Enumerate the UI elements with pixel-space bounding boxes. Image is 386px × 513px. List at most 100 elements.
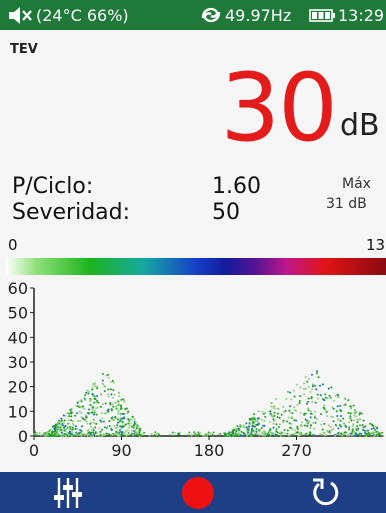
data-point bbox=[94, 426, 97, 429]
data-point bbox=[277, 407, 280, 410]
settings-sliders-button[interactable] bbox=[38, 472, 98, 513]
data-point bbox=[69, 427, 72, 430]
data-point bbox=[332, 407, 335, 410]
data-point bbox=[89, 400, 92, 403]
data-point bbox=[339, 415, 342, 418]
data-point bbox=[48, 429, 51, 432]
data-point bbox=[353, 412, 356, 415]
data-point bbox=[362, 419, 365, 422]
data-point bbox=[340, 409, 343, 412]
data-point bbox=[70, 411, 73, 414]
x-tick-label: 90 bbox=[111, 441, 131, 460]
data-point bbox=[117, 412, 120, 415]
data-point bbox=[110, 393, 113, 396]
data-point bbox=[118, 395, 121, 398]
data-point bbox=[93, 397, 96, 400]
data-point bbox=[328, 394, 331, 397]
data-point bbox=[129, 422, 132, 425]
data-point bbox=[314, 421, 317, 424]
data-point bbox=[312, 422, 315, 425]
data-point bbox=[279, 434, 282, 437]
data-point bbox=[91, 393, 94, 396]
data-point bbox=[289, 411, 292, 414]
data-point bbox=[272, 426, 275, 429]
data-point bbox=[120, 419, 123, 422]
data-point bbox=[307, 409, 310, 412]
data-point bbox=[356, 419, 359, 422]
data-point bbox=[197, 433, 200, 436]
data-point bbox=[252, 420, 255, 423]
data-point bbox=[304, 432, 307, 435]
data-point bbox=[239, 425, 242, 428]
data-point bbox=[128, 419, 131, 422]
data-point bbox=[247, 428, 250, 431]
data-point bbox=[194, 431, 197, 434]
data-point bbox=[264, 411, 267, 414]
data-point bbox=[155, 434, 158, 437]
data-point bbox=[42, 431, 45, 434]
reset-button[interactable] bbox=[296, 472, 356, 513]
speaker-muted-icon bbox=[9, 7, 32, 24]
data-point bbox=[257, 422, 260, 425]
data-point bbox=[119, 413, 122, 416]
battery-icon bbox=[309, 9, 335, 22]
data-point bbox=[311, 388, 314, 391]
data-point bbox=[120, 427, 123, 430]
data-point bbox=[217, 433, 220, 436]
data-point bbox=[75, 431, 77, 434]
data-point bbox=[131, 415, 134, 418]
data-point bbox=[269, 412, 272, 415]
data-point bbox=[307, 420, 310, 423]
data-point bbox=[78, 410, 81, 413]
data-point bbox=[248, 422, 251, 425]
data-point bbox=[320, 413, 323, 416]
data-point bbox=[56, 429, 59, 432]
data-point bbox=[143, 431, 146, 434]
data-point bbox=[360, 412, 363, 415]
x-tick-label: 270 bbox=[281, 441, 312, 460]
record-button[interactable] bbox=[168, 472, 228, 513]
data-point bbox=[354, 434, 357, 437]
data-point bbox=[284, 409, 287, 412]
data-point bbox=[121, 412, 124, 415]
data-point bbox=[264, 434, 267, 437]
data-point bbox=[286, 433, 289, 436]
data-point bbox=[68, 415, 71, 418]
data-point bbox=[351, 430, 354, 433]
clock: 13:29 bbox=[338, 6, 385, 25]
data-point bbox=[242, 424, 245, 427]
data-point bbox=[273, 411, 276, 414]
frequency-readout: 49.97Hz bbox=[225, 6, 292, 25]
data-point bbox=[96, 399, 99, 402]
data-point bbox=[104, 402, 107, 405]
data-point bbox=[89, 411, 92, 414]
data-point bbox=[88, 390, 91, 393]
data-point bbox=[65, 428, 68, 431]
data-point bbox=[94, 385, 97, 388]
x-tick-label: 180 bbox=[194, 441, 225, 460]
data-point bbox=[236, 425, 239, 428]
data-point bbox=[124, 408, 127, 411]
data-point bbox=[53, 427, 56, 430]
data-point bbox=[117, 410, 120, 413]
data-point bbox=[132, 424, 135, 427]
data-point bbox=[309, 412, 312, 415]
data-point bbox=[111, 403, 114, 406]
data-point bbox=[293, 433, 296, 435]
data-point bbox=[278, 417, 281, 420]
data-point bbox=[110, 408, 113, 411]
data-point bbox=[157, 433, 160, 436]
data-point bbox=[99, 393, 102, 396]
data-point bbox=[207, 433, 209, 436]
data-point bbox=[118, 430, 121, 433]
data-point bbox=[81, 433, 84, 436]
data-point bbox=[203, 433, 206, 436]
data-point bbox=[153, 434, 156, 436]
data-point bbox=[237, 427, 240, 430]
reading-value: 30 bbox=[220, 54, 338, 163]
data-point bbox=[296, 425, 299, 428]
data-point bbox=[251, 427, 254, 430]
data-point bbox=[107, 376, 110, 379]
data-point bbox=[285, 397, 288, 400]
data-point bbox=[289, 433, 292, 436]
